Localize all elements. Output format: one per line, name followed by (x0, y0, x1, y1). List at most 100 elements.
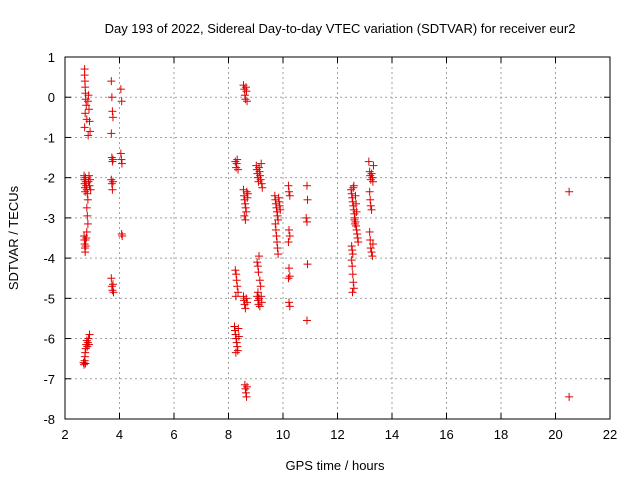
grid-lines (65, 57, 610, 419)
data-point (82, 336, 91, 345)
data-point (241, 388, 250, 397)
x-axis-label: GPS time / hours (286, 458, 385, 473)
data-point (85, 117, 94, 126)
data-point (80, 360, 89, 369)
y-tick-label: 0 (48, 90, 55, 105)
data-point (365, 167, 374, 176)
data-point (84, 131, 93, 140)
data-point (108, 107, 117, 116)
data-point (366, 175, 375, 184)
data-point (107, 175, 116, 184)
data-point (108, 155, 117, 164)
data-point (271, 195, 280, 204)
data-point (256, 171, 265, 180)
data-point (84, 105, 93, 114)
data-point (116, 149, 125, 158)
data-point (83, 342, 92, 351)
data-point (253, 288, 262, 297)
data-point (368, 252, 377, 261)
x-tick-label: 6 (170, 427, 177, 442)
data-point (368, 173, 377, 182)
data-point (367, 248, 376, 257)
data-point (352, 221, 361, 230)
data-point (230, 322, 239, 331)
data-point (81, 187, 90, 196)
data-point (255, 163, 264, 172)
data-point (83, 189, 92, 198)
data-point (231, 266, 240, 275)
data-point (109, 288, 118, 297)
x-tick-label: 2 (61, 427, 68, 442)
x-tick-label: 22 (603, 427, 617, 442)
data-point (241, 83, 250, 92)
data-point (347, 242, 356, 251)
x-tick-label: 20 (548, 427, 562, 442)
data-point (366, 236, 375, 245)
data-point (302, 213, 311, 222)
data-point (273, 207, 282, 216)
data-point (275, 197, 284, 206)
data-point (81, 348, 90, 357)
x-tick-label: 10 (276, 427, 290, 442)
data-point (231, 326, 240, 335)
data-point (275, 201, 284, 210)
data-point (108, 286, 117, 295)
data-point (107, 153, 116, 162)
data-point (255, 167, 264, 176)
data-point (274, 250, 283, 259)
y-tick-label: -6 (43, 332, 55, 347)
data-point (243, 298, 252, 307)
data-point (108, 280, 117, 289)
data-points (79, 65, 574, 401)
data-point (284, 225, 293, 234)
data-point (83, 338, 92, 347)
data-point (116, 85, 125, 94)
data-point (234, 324, 243, 333)
data-point (107, 179, 116, 188)
data-point (255, 276, 264, 285)
data-point (348, 262, 357, 271)
data-point (86, 185, 95, 194)
x-tick-labels: 2 4 6 8 10 12 14 16 18 20 22 (61, 427, 617, 442)
data-point (257, 298, 266, 307)
data-point (368, 240, 377, 249)
data-point (348, 193, 357, 202)
data-point (79, 358, 88, 367)
data-point (243, 193, 252, 202)
data-point (285, 272, 294, 281)
y-tick-labels: 1 0 -1 -2 -3 -4 -5 -6 -7 -8 (43, 50, 55, 427)
data-point (270, 191, 279, 200)
data-point (302, 181, 311, 190)
data-point (284, 238, 293, 247)
data-point (241, 384, 250, 393)
data-point (232, 159, 241, 168)
plot-frame (64, 56, 611, 420)
data-point (232, 276, 241, 285)
data-point (108, 185, 117, 194)
data-point (232, 270, 241, 279)
data-point (234, 165, 243, 174)
data-point (233, 282, 242, 291)
data-point (364, 157, 373, 166)
data-point (231, 292, 240, 301)
data-point (83, 219, 92, 228)
data-point (257, 179, 266, 188)
data-point (350, 215, 359, 224)
data-point (108, 157, 117, 166)
data-point (254, 268, 263, 277)
data-point (83, 97, 92, 106)
data-point (367, 205, 376, 214)
data-point (84, 91, 93, 100)
data-point (271, 219, 280, 228)
data-point (117, 229, 126, 238)
x-tick-label: 18 (494, 427, 508, 442)
data-point (240, 85, 249, 94)
data-point (241, 215, 250, 224)
y-tick-label: -7 (43, 372, 55, 387)
data-point (348, 288, 357, 297)
data-point (255, 302, 264, 311)
data-point (240, 380, 249, 389)
data-point (272, 203, 281, 212)
data-point (285, 191, 294, 200)
data-point (302, 316, 311, 325)
